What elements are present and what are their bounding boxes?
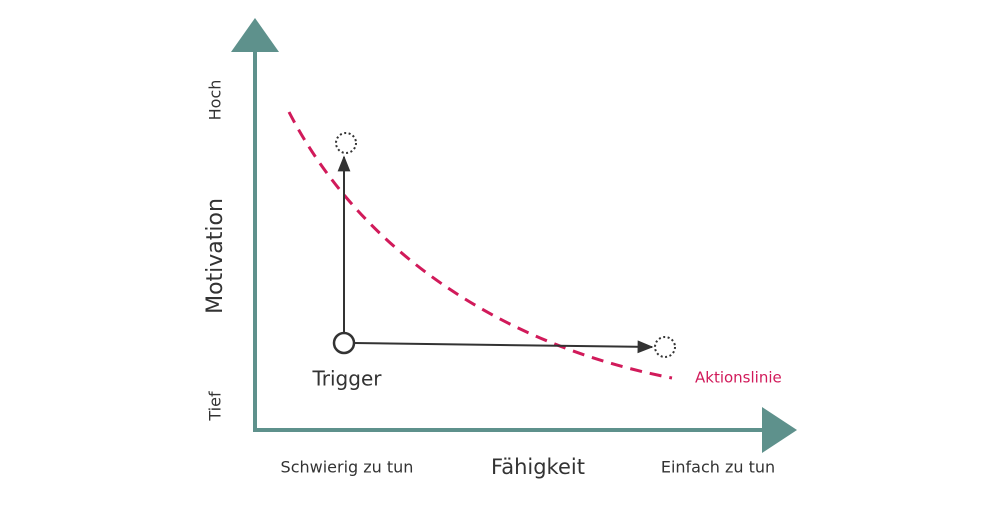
target-point	[335, 132, 357, 154]
trigger-point	[332, 331, 356, 355]
ability-arrow	[353, 340, 654, 354]
x-axis-label: Fähigkeit	[491, 455, 585, 479]
y-axis-arrow	[231, 18, 279, 52]
y-low-label: Tief	[206, 391, 225, 422]
action-line-label: Aktionslinie	[695, 369, 782, 387]
action-line	[287, 111, 673, 380]
y-axis-label: Motivation	[203, 198, 228, 314]
x-low-label: Schwierig zu tun	[281, 458, 414, 477]
x-high-label: Einfach zu tun	[661, 458, 775, 477]
target-point	[654, 336, 676, 358]
x-axis-arrow	[762, 407, 797, 453]
y-high-label: Hoch	[206, 80, 225, 121]
trigger-label: Trigger	[312, 367, 383, 391]
